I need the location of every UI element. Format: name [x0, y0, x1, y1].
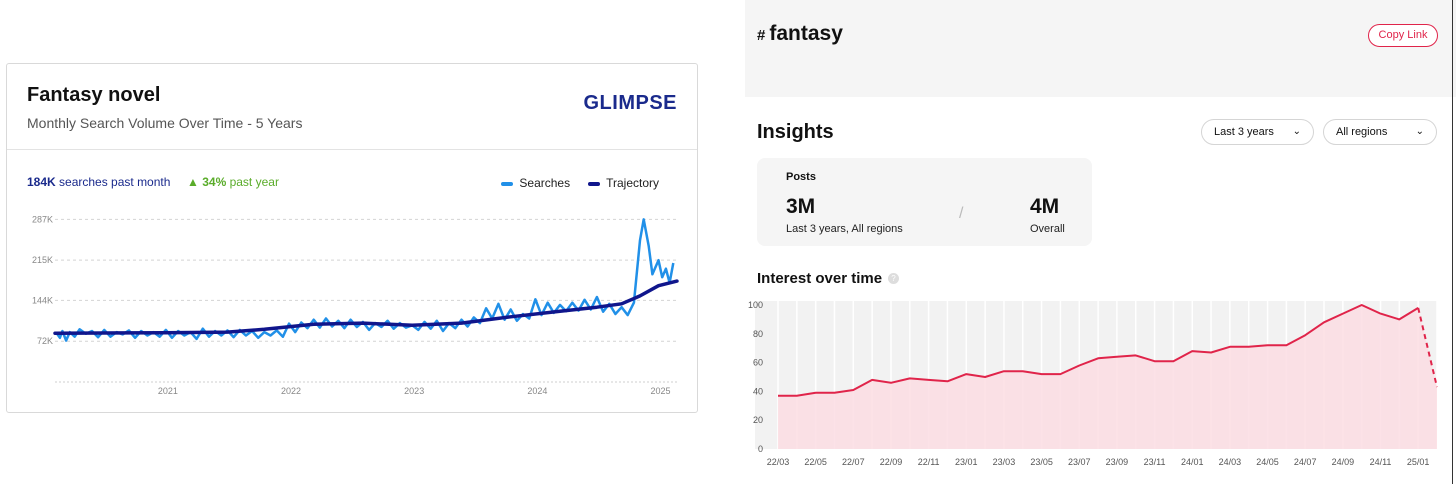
region-select-value: All regions	[1336, 126, 1388, 138]
y-tick-label: 287K	[32, 214, 53, 224]
posts-value: 3M	[786, 195, 816, 218]
growth-value: 34%	[202, 175, 227, 189]
x-tick-label: 22/03	[767, 457, 790, 467]
chart-title: Fantasy novel	[27, 84, 161, 106]
x-tick-label: 23/09	[1106, 457, 1129, 467]
tag-title: # fantasy	[757, 22, 843, 46]
x-tick-label: 2022	[281, 386, 301, 396]
period-select-value: Last 3 years	[1214, 126, 1274, 138]
x-tick-label: 2025	[651, 386, 671, 396]
y-tick-label: 20	[753, 415, 763, 425]
interest-chart: 0 20 40 60 80 100 22/03 22/05 22/07 22/09 22/11 23/…	[748, 300, 1438, 467]
copy-link-button[interactable]: Copy Link	[1368, 24, 1438, 47]
series-line-trajectory	[53, 279, 679, 336]
period-select[interactable]: Last 3 years ⌄	[1201, 119, 1314, 145]
series-line	[778, 304, 1419, 397]
x-tick-label: 2021	[158, 386, 178, 396]
tag-name: fantasy	[769, 22, 843, 45]
x-tick-label: 24/05	[1256, 457, 1279, 467]
up-arrow-icon: ▲	[187, 175, 203, 189]
insights-title: Insights	[757, 121, 834, 143]
x-tick-label: 23/01	[955, 457, 978, 467]
chart-legend: Searches Trajectory	[501, 176, 659, 190]
searches-value: 184K	[27, 175, 56, 189]
legend-searches-label: Searches	[519, 176, 571, 190]
x-tick-label: 24/11	[1370, 457, 1392, 467]
posts-separator: /	[959, 205, 964, 222]
y-tick-label: 0	[758, 444, 763, 454]
x-tick-label: 22/11	[918, 457, 940, 467]
overall-value: 4M	[1030, 195, 1060, 218]
legend-item-searches: Searches	[501, 176, 570, 190]
series-area	[778, 305, 1437, 449]
x-tick-label: 22/09	[880, 457, 903, 467]
x-tick-label: 2023	[404, 386, 424, 396]
x-tick-label: 24/09	[1332, 457, 1355, 467]
y-tick-label: 40	[753, 386, 763, 396]
y-tick-label: 215K	[32, 255, 53, 265]
searches-stat: 184K searches past month	[27, 175, 170, 189]
chevron-down-icon: ⌄	[1292, 126, 1301, 137]
series-line-projected	[1417, 307, 1438, 388]
growth-text: past year	[226, 175, 279, 189]
y-tick-label: 100	[748, 300, 763, 310]
legend-item-trajectory: Trajectory	[588, 176, 659, 190]
x-tick-label: 22/07	[842, 457, 865, 467]
chart-subtitle: Monthly Search Volume Over Time - 5 Year…	[27, 115, 303, 131]
y-tick-label: 72K	[37, 336, 53, 346]
y-tick-label: 80	[753, 329, 763, 339]
hash-icon: #	[757, 27, 766, 44]
growth-stat: ▲ 34% past year	[187, 175, 279, 189]
x-tick-label: 24/03	[1219, 457, 1242, 467]
searches-text: searches past month	[55, 175, 171, 189]
posts-label: Posts	[786, 171, 816, 183]
glimpse-logo: GLIMPSE	[583, 92, 677, 114]
x-tick-label: 2024	[527, 386, 547, 396]
panel-edge	[1452, 0, 1453, 484]
x-tick-label: 23/07	[1068, 457, 1091, 467]
x-tick-label: 23/11	[1144, 457, 1166, 467]
y-tick-label: 60	[753, 358, 763, 368]
x-tick-label: 23/05	[1030, 457, 1053, 467]
x-tick-label: 24/07	[1294, 457, 1317, 467]
search-volume-chart: 72K 144K 215K 287K 2021 2022 2023 2024 2025	[32, 214, 679, 396]
posts-caption: Last 3 years, All regions	[786, 223, 903, 235]
tag-header-bg	[745, 0, 1456, 97]
x-tick-label: 25/01	[1407, 457, 1430, 467]
y-tick-label: 144K	[32, 295, 53, 305]
chevron-down-icon: ⌄	[1415, 126, 1424, 137]
x-tick-label: 23/03	[993, 457, 1016, 467]
x-tick-label: 24/01	[1181, 457, 1204, 467]
region-select[interactable]: All regions ⌄	[1323, 119, 1437, 145]
glimpse-header: Fantasy novel Monthly Search Volume Over…	[7, 64, 697, 150]
help-icon[interactable]: ?	[888, 273, 899, 284]
legend-trajectory-label: Trajectory	[606, 176, 659, 190]
interest-title: Interest over time	[757, 270, 883, 287]
posts-card: Posts 3M Last 3 years, All regions / 4M …	[757, 158, 1092, 246]
glimpse-card: Fantasy novel Monthly Search Volume Over…	[6, 63, 698, 413]
overall-caption: Overall	[1030, 223, 1065, 235]
x-tick-label: 22/05	[804, 457, 827, 467]
